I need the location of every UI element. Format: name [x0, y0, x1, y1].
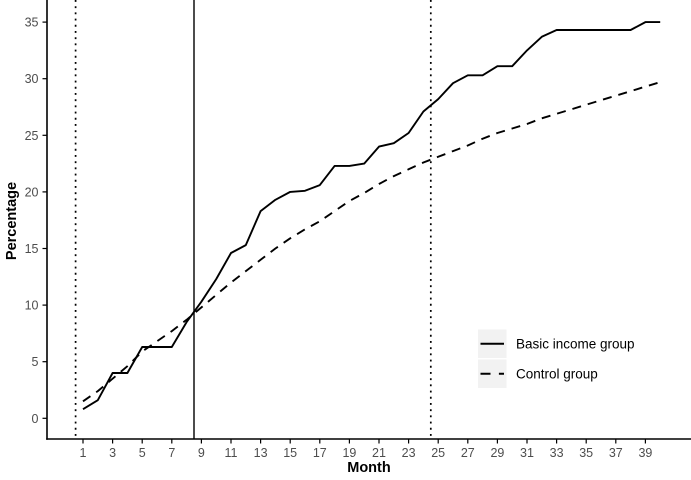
- x-tick-label: 5: [139, 446, 146, 460]
- legend-entry-label: Control group: [516, 367, 598, 382]
- y-axis-title: Percentage: [4, 182, 20, 260]
- x-axis-title: Month: [347, 460, 390, 476]
- x-tick-label: 7: [168, 446, 175, 460]
- series-line-basic-income-group: [82, 21, 661, 411]
- y-tick-label: 5: [32, 355, 39, 369]
- x-tick-label: 11: [225, 446, 238, 460]
- y-axis: 0 5 10 15 20 25 30 35: [25, 0, 48, 440]
- x-tick-label: 23: [402, 446, 416, 460]
- y-tick-label: 25: [25, 129, 39, 143]
- x-tick-label: 39: [638, 446, 652, 460]
- y-tick-label: 10: [25, 299, 39, 313]
- y-tick-label: 0: [32, 412, 39, 426]
- x-axis: 1 3 5 7 9 11 13 15 17 19 21 23 25 27 29 31 33 35 37 39: [46, 438, 691, 460]
- y-tick-label: 30: [25, 72, 39, 86]
- x-tick-label: 19: [342, 446, 356, 460]
- x-tick-label: 25: [431, 446, 445, 460]
- x-tick-label: 27: [461, 446, 475, 460]
- series-lines: [82, 21, 661, 411]
- series-line-control-group: [82, 81, 661, 403]
- x-tick-label: 33: [550, 446, 564, 460]
- reference-lines: [74, 0, 432, 439]
- x-tick-label: 31: [520, 446, 534, 460]
- y-tick-label: 20: [25, 185, 39, 199]
- x-tick-label: 1: [80, 446, 87, 460]
- x-tick-label: 15: [283, 446, 297, 460]
- x-tick-label: 21: [372, 446, 386, 460]
- x-tick-label: 9: [198, 446, 205, 460]
- x-tick-label: 29: [490, 446, 504, 460]
- x-tick-label: 37: [609, 446, 623, 460]
- y-tick-label: 35: [25, 16, 39, 30]
- x-tick-label: 13: [254, 446, 268, 460]
- x-tick-label: 17: [313, 446, 327, 460]
- legend-entry-label: Basic income group: [516, 337, 635, 352]
- legend: Basic income group Control group: [478, 329, 635, 388]
- x-tick-label: 35: [579, 446, 593, 460]
- x-tick-label: 3: [109, 446, 116, 460]
- y-tick-label: 15: [25, 242, 39, 256]
